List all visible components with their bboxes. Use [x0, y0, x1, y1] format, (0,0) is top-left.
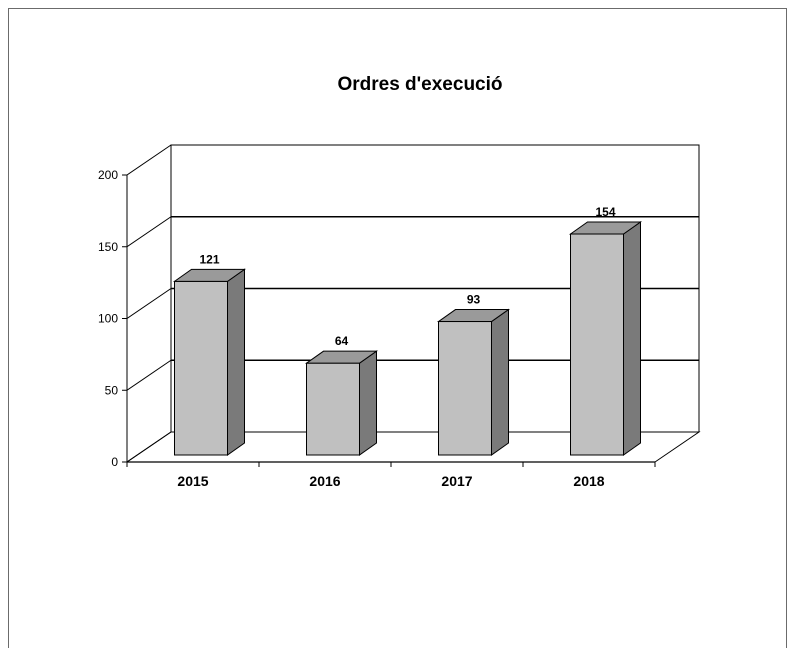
- bars: [172, 221, 643, 456]
- bar-top: [568, 221, 643, 235]
- bar: [304, 350, 379, 456]
- labels: 0 50 100 150 200 121 2015 64 2016 93 2017 154 2018: [98, 168, 616, 489]
- chart: Ordres d'execució 0 50 100 150 200 121 2015 64 2…: [98, 74, 701, 489]
- y-tick-label: 150: [98, 240, 118, 254]
- data-label: 93: [467, 293, 481, 307]
- data-label: 64: [335, 334, 349, 348]
- side-gridline: [126, 216, 172, 248]
- side-gridline: [126, 359, 172, 391]
- y-tick-label: 0: [111, 455, 118, 469]
- bar-side: [227, 268, 245, 456]
- bar-side: [359, 350, 377, 456]
- x-tick-label: 2015: [177, 473, 208, 489]
- bar-side: [623, 221, 641, 456]
- side-gridline: [126, 288, 172, 319]
- bar-front: [306, 362, 360, 456]
- x-tick-label: 2017: [441, 473, 472, 489]
- bar-top: [436, 309, 511, 323]
- bar-side: [491, 308, 509, 456]
- chart-title: Ordres d'execució: [337, 74, 502, 95]
- x-tick-label: 2018: [573, 473, 604, 489]
- bar-front: [570, 233, 624, 456]
- axes: [122, 144, 701, 467]
- chart-frame: [8, 8, 787, 648]
- y-tick-label: 200: [98, 168, 118, 182]
- bar-front: [174, 280, 228, 456]
- x-tick-label: 2016: [309, 473, 340, 489]
- data-label: 121: [199, 252, 219, 266]
- floor: [126, 431, 701, 463]
- y-tick-label: 50: [105, 383, 119, 397]
- bar: [436, 308, 511, 456]
- side-gridline: [126, 144, 172, 176]
- bar-top: [304, 350, 379, 364]
- bar: [172, 268, 247, 456]
- y-tick-label: 100: [98, 312, 118, 326]
- data-label: 154: [595, 205, 615, 219]
- bar: [568, 221, 643, 456]
- bar-front: [438, 321, 492, 456]
- bar-top: [172, 268, 247, 282]
